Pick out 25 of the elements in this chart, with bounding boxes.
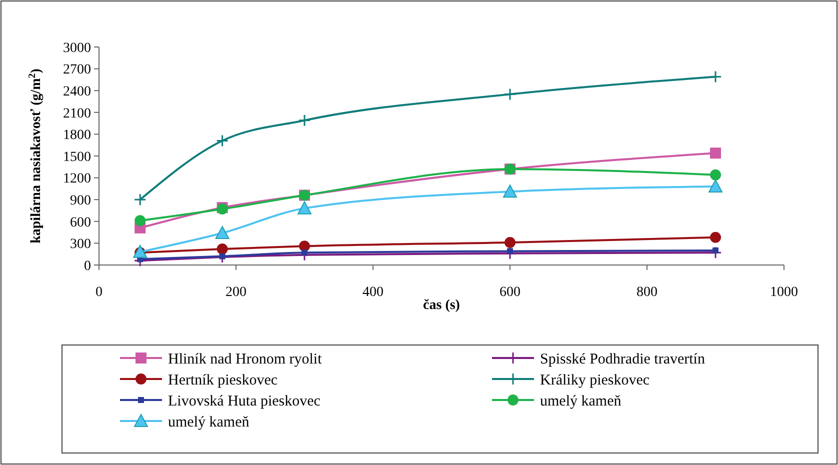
- y-tick-label: 600: [70, 215, 91, 230]
- x-tick-label: 1000: [770, 285, 798, 300]
- y-tick-label: 1500: [63, 150, 91, 165]
- legend-label: Spisské Podhradie travertín: [540, 351, 706, 368]
- y-tick-label: 1800: [63, 128, 91, 144]
- x-tick-label: 200: [226, 285, 246, 300]
- x-tick-label: 800: [636, 285, 658, 300]
- x-tick-label: 400: [362, 285, 384, 300]
- y-tick-label: 1200: [63, 172, 91, 187]
- legend-label: Hertník pieskovec: [168, 372, 278, 388]
- y-tick-label: 2400: [63, 84, 91, 100]
- legend-label: umelý kameň: [540, 393, 622, 410]
- legend-label: Králiky pieskovec: [540, 372, 650, 388]
- y-tick-label: 300: [70, 237, 91, 252]
- y-tick-label: 900: [70, 194, 91, 208]
- x-axis-title: čas (s): [423, 298, 460, 313]
- y-tick-label: 0: [84, 258, 91, 274]
- legend-label: umelý kameň: [168, 414, 250, 430]
- legend-label: Livovská Huta pieskovec: [168, 393, 321, 410]
- y-tick-label: 2100: [63, 106, 91, 122]
- x-tick-label: 0: [96, 285, 102, 300]
- x-tick-label: 600: [500, 285, 520, 300]
- legend-label: Hliník nad Hronom ryolit: [168, 351, 323, 368]
- y-tick-label: 3000: [63, 40, 91, 56]
- y-tick-label: 2700: [63, 62, 91, 78]
